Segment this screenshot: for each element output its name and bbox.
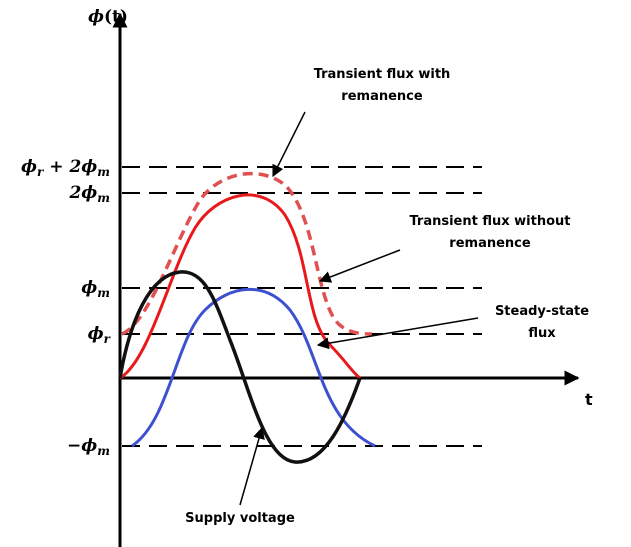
annotation: remanence	[449, 236, 531, 251]
transient-flux-remanence	[121, 171, 373, 336]
label-part: ϕ	[21, 157, 37, 177]
steady-state-flux	[131, 287, 376, 448]
subscript: m	[97, 165, 110, 179]
annotation: Transient flux with	[314, 67, 451, 82]
label-part: ϕ	[88, 324, 104, 344]
level-label: ϕr + 2ϕm	[21, 157, 110, 179]
subscript: r	[104, 332, 112, 346]
label-part: ϕ	[88, 7, 104, 27]
annotation: flux	[528, 326, 556, 341]
label-part: + 2ϕ	[43, 157, 97, 177]
level-label: −ϕm	[67, 436, 110, 458]
y-axis-label: ϕ(t)	[88, 7, 128, 27]
level-label: ϕm	[81, 278, 110, 300]
transient-flux	[119, 193, 361, 380]
level-lines	[122, 166, 482, 447]
subscript: r	[37, 165, 45, 179]
x-axis-label: t	[585, 390, 593, 409]
annotation: remanence	[341, 89, 423, 104]
subscript: m	[97, 444, 110, 458]
arrows	[239, 111, 479, 506]
subscript: m	[97, 191, 110, 205]
subscript: m	[97, 286, 110, 300]
label-part: (t)	[104, 7, 128, 27]
supply-voltage	[118, 270, 362, 464]
label-part: −ϕ	[67, 436, 97, 456]
label-part: 2ϕ	[68, 183, 97, 203]
annotation: Supply voltage	[185, 511, 295, 526]
level-label: 2ϕm	[68, 183, 110, 205]
label-part: ϕ	[81, 278, 97, 298]
annotation: Steady-state	[495, 304, 589, 319]
annotation: Transient flux without	[409, 214, 570, 229]
level-label: ϕr	[88, 324, 112, 346]
